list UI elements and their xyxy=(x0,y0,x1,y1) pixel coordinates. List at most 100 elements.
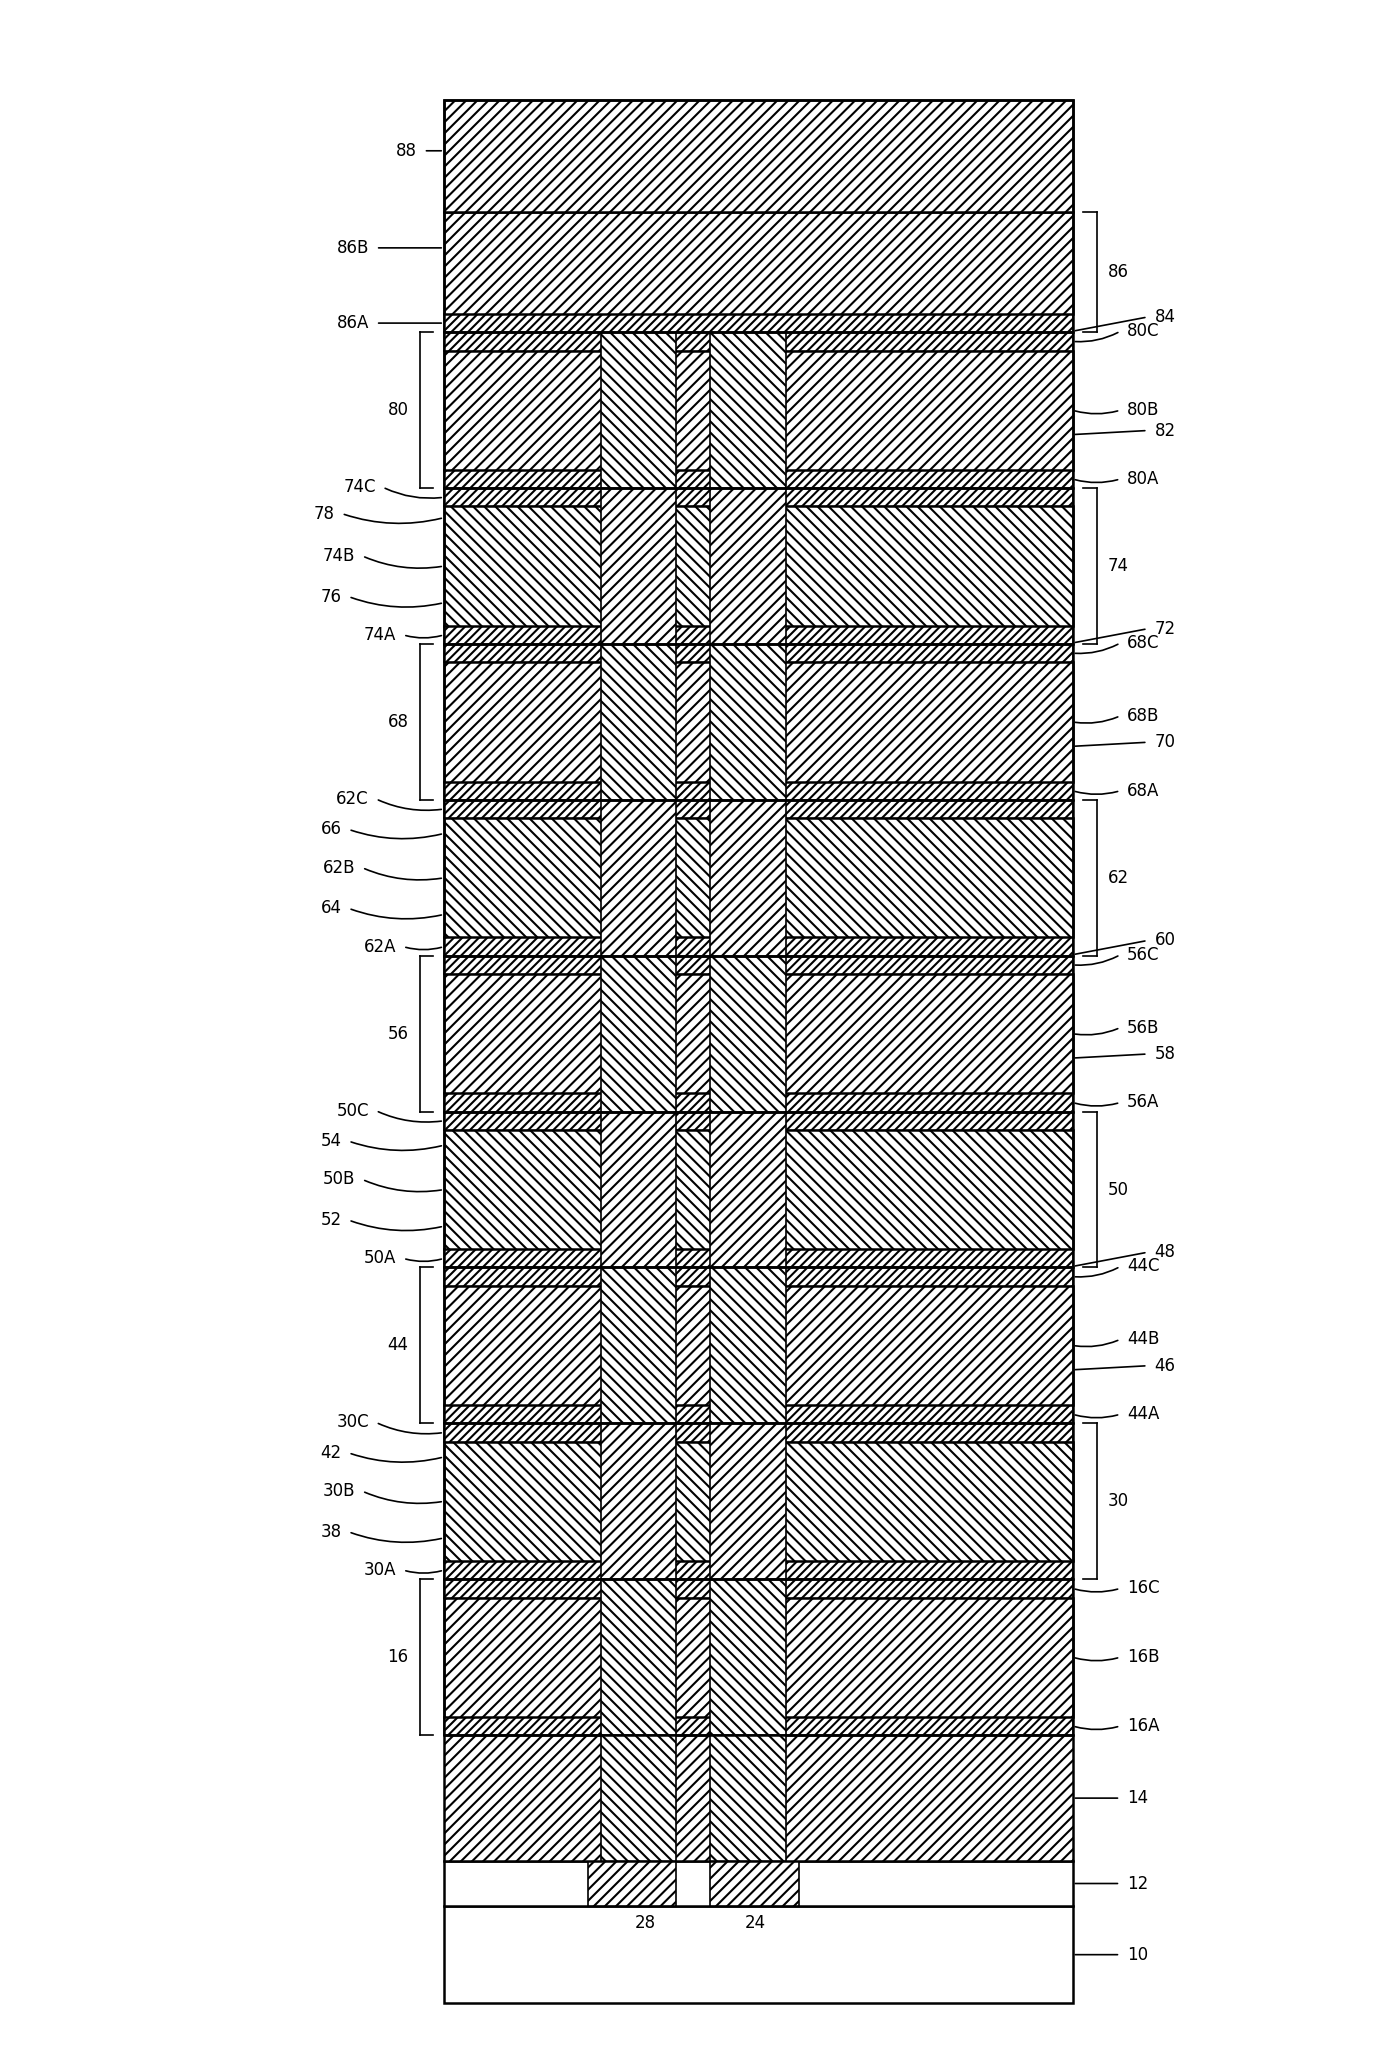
Bar xyxy=(444,487,1072,645)
Text: 50B: 50B xyxy=(323,1171,355,1189)
Bar xyxy=(444,471,1072,487)
Text: 80A: 80A xyxy=(1127,471,1159,487)
Text: 70: 70 xyxy=(1155,733,1176,751)
Bar xyxy=(444,100,1072,213)
Bar xyxy=(444,1423,1072,1441)
Text: 54: 54 xyxy=(320,1132,342,1150)
Text: 62C: 62C xyxy=(337,790,368,809)
Bar xyxy=(711,1736,785,1861)
Bar xyxy=(602,1736,676,1861)
Text: 50: 50 xyxy=(1108,1181,1129,1200)
Text: 24: 24 xyxy=(744,1914,766,1932)
Bar xyxy=(711,956,785,1112)
Text: 44C: 44C xyxy=(1127,1257,1159,1275)
Text: 88: 88 xyxy=(396,141,417,160)
Text: 16: 16 xyxy=(388,1648,408,1666)
Bar xyxy=(444,1286,1072,1404)
Bar xyxy=(602,1267,676,1423)
Bar xyxy=(444,1736,1072,1861)
Text: 10: 10 xyxy=(1127,1945,1148,1963)
Text: 56C: 56C xyxy=(1127,946,1159,964)
Bar xyxy=(444,506,1072,626)
Bar xyxy=(444,800,1072,956)
Bar xyxy=(444,1249,1072,1267)
Text: 44B: 44B xyxy=(1127,1331,1159,1349)
Bar xyxy=(444,800,1072,819)
Text: 86B: 86B xyxy=(337,239,368,256)
Bar xyxy=(602,800,676,956)
Text: 68A: 68A xyxy=(1127,782,1159,800)
Text: 76: 76 xyxy=(320,587,342,606)
Text: 72: 72 xyxy=(1155,620,1176,639)
Bar xyxy=(602,1423,676,1578)
Text: 30A: 30A xyxy=(364,1562,396,1578)
Bar xyxy=(444,1578,1072,1597)
Bar xyxy=(444,663,1072,782)
Bar xyxy=(444,819,1072,938)
Text: 44A: 44A xyxy=(1127,1404,1159,1423)
Bar xyxy=(444,1267,1072,1286)
Text: 62B: 62B xyxy=(323,858,355,876)
Bar xyxy=(444,313,1072,332)
Text: 12: 12 xyxy=(1127,1875,1148,1893)
Text: 50C: 50C xyxy=(337,1101,368,1120)
Bar xyxy=(444,1597,1072,1717)
Bar xyxy=(444,974,1072,1093)
Text: 74: 74 xyxy=(1108,557,1129,575)
Text: 86A: 86A xyxy=(337,313,368,332)
Bar xyxy=(444,350,1072,471)
Bar xyxy=(444,1578,1072,1736)
Text: 62A: 62A xyxy=(364,938,396,956)
Bar xyxy=(444,1093,1072,1112)
Text: 14: 14 xyxy=(1127,1789,1148,1808)
Text: 30C: 30C xyxy=(337,1412,368,1431)
Bar xyxy=(711,1267,785,1423)
Text: 66: 66 xyxy=(320,821,342,839)
Bar xyxy=(711,1861,799,1906)
Bar xyxy=(711,645,785,800)
Bar xyxy=(711,487,785,645)
Text: 68: 68 xyxy=(388,712,408,731)
Text: 30B: 30B xyxy=(323,1482,355,1500)
Bar xyxy=(444,1112,1072,1267)
Bar xyxy=(602,487,676,645)
Text: 74A: 74A xyxy=(364,626,396,645)
Text: 56B: 56B xyxy=(1127,1019,1159,1036)
Text: 52: 52 xyxy=(320,1212,342,1228)
Text: 16A: 16A xyxy=(1127,1717,1159,1736)
Text: 68B: 68B xyxy=(1127,706,1159,725)
Bar xyxy=(444,487,1072,506)
Text: 60: 60 xyxy=(1155,931,1176,950)
Bar xyxy=(602,956,676,1112)
Bar xyxy=(444,1861,1072,1906)
Bar xyxy=(444,100,1072,332)
Bar xyxy=(444,938,1072,956)
Text: 58: 58 xyxy=(1155,1046,1176,1062)
Text: 48: 48 xyxy=(1155,1243,1176,1261)
Text: 56A: 56A xyxy=(1127,1093,1159,1112)
Text: 86: 86 xyxy=(1108,264,1129,280)
Text: 84: 84 xyxy=(1155,307,1176,325)
Bar xyxy=(444,1441,1072,1562)
Text: 80C: 80C xyxy=(1127,321,1159,340)
Bar xyxy=(444,332,1072,350)
Bar xyxy=(711,1578,785,1736)
Text: 80: 80 xyxy=(388,401,408,420)
Text: 56: 56 xyxy=(388,1026,408,1042)
Text: 74B: 74B xyxy=(323,547,355,565)
Bar xyxy=(444,1267,1072,1423)
Bar xyxy=(444,1717,1072,1736)
Bar xyxy=(602,1578,676,1736)
Bar xyxy=(444,645,1072,663)
Text: 78: 78 xyxy=(313,504,335,522)
Text: 68C: 68C xyxy=(1127,635,1159,651)
Bar xyxy=(602,645,676,800)
Text: 74C: 74C xyxy=(344,479,375,495)
Text: 64: 64 xyxy=(320,899,342,917)
Bar xyxy=(602,1112,676,1267)
Bar xyxy=(444,626,1072,645)
Text: 16B: 16B xyxy=(1127,1648,1159,1666)
Bar xyxy=(711,1112,785,1267)
Bar xyxy=(444,782,1072,800)
Bar xyxy=(444,332,1072,487)
